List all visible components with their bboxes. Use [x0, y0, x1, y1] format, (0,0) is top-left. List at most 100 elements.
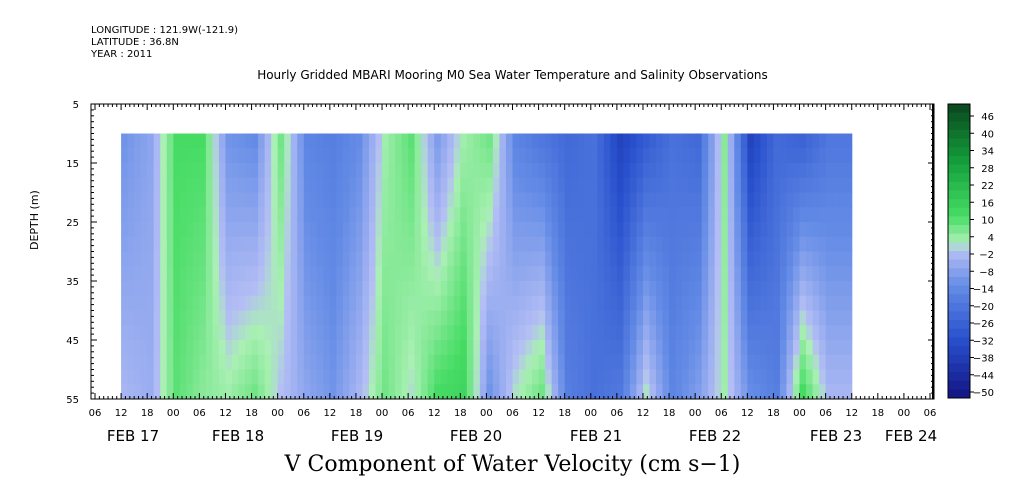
heatmap-cell: [760, 295, 768, 312]
heatmap-cell: [695, 325, 703, 341]
heatmap-cell: [166, 340, 174, 356]
heatmap-cell: [329, 148, 337, 164]
heatmap-cell: [492, 207, 501, 223]
heatmap-cell: [231, 295, 240, 312]
heatmap-cell: [558, 177, 566, 194]
heatmap-cell: [382, 384, 390, 399]
heatmap-cell: [173, 384, 181, 399]
heatmap-cell: [577, 207, 585, 223]
heatmap-cell: [303, 236, 311, 253]
heatmap-cell: [525, 325, 533, 341]
heatmap-cell: [460, 369, 468, 385]
heatmap-cell: [434, 207, 442, 223]
heatmap-cell: [499, 236, 507, 253]
heatmap-cell: [323, 163, 331, 179]
heatmap-cell: [740, 222, 748, 238]
heatmap-cell: [505, 354, 514, 371]
heatmap-cell: [290, 163, 298, 179]
heatmap-cell: [316, 384, 324, 399]
heatmap-cell: [623, 369, 631, 385]
heatmap-cell: [310, 266, 318, 282]
heatmap-cell: [186, 354, 194, 371]
heatmap-cell: [721, 236, 729, 253]
heatmap-cell: [264, 340, 272, 356]
heatmap-cell: [147, 325, 155, 341]
heatmap-cell: [421, 325, 429, 341]
heatmap-cell: [342, 251, 351, 267]
heatmap-cell: [649, 222, 657, 238]
heatmap-cell: [584, 251, 592, 267]
heatmap-cell: [727, 281, 735, 297]
heatmap-cell: [793, 163, 801, 179]
heatmap-cell: [636, 281, 644, 297]
heatmap-cell: [773, 369, 781, 385]
heatmap-cell: [434, 251, 442, 267]
heatmap-cell: [401, 251, 409, 267]
heatmap-cell: [688, 325, 696, 341]
heatmap-cell: [205, 148, 214, 164]
heatmap-cell: [408, 295, 416, 312]
heatmap-cell: [395, 354, 403, 371]
heatmap-cell: [160, 384, 168, 399]
heatmap-cell: [512, 207, 520, 223]
heatmap-cell: [532, 354, 540, 371]
heatmap-cell: [662, 354, 670, 371]
heatmap-cell: [590, 222, 598, 238]
heatmap-cell: [362, 236, 370, 253]
heatmap-cell: [505, 310, 514, 326]
heatmap-cell: [323, 295, 331, 312]
heatmap-cell: [636, 148, 644, 164]
heatmap-cell: [440, 163, 448, 179]
heatmap-cell: [819, 133, 827, 149]
heatmap-cell: [238, 177, 246, 194]
heatmap-cell: [290, 384, 298, 399]
heatmap-cell: [760, 222, 768, 238]
heatmap-cell: [590, 163, 598, 179]
heatmap-cell: [669, 163, 677, 179]
heatmap-cell: [545, 281, 553, 297]
heatmap-cell: [447, 192, 455, 208]
heatmap-cell: [231, 192, 240, 208]
heatmap-cell: [342, 133, 351, 149]
heatmap-cell: [225, 177, 233, 194]
heatmap-cell: [538, 354, 546, 371]
heatmap-cell: [134, 222, 142, 238]
heatmap-cell: [623, 266, 631, 282]
heatmap-cell: [473, 325, 481, 341]
heatmap-cell: [147, 177, 155, 194]
heatmap-cell: [466, 222, 474, 238]
heatmap-cell: [760, 325, 768, 341]
heatmap-cell: [714, 163, 722, 179]
heatmap-cell: [721, 281, 729, 297]
heatmap-cell: [636, 222, 644, 238]
heatmap-cell: [636, 369, 644, 385]
heatmap-cell: [799, 163, 807, 179]
heatmap-cell: [766, 192, 775, 208]
heatmap-cell: [753, 148, 761, 164]
heatmap-cell: [199, 207, 207, 223]
heatmap-cell: [121, 177, 129, 194]
heatmap-cell: [329, 354, 337, 371]
heatmap-cell: [682, 163, 690, 179]
heatmap-cell: [727, 148, 735, 164]
colorbar-swatch: [948, 380, 970, 390]
heatmap-cell: [153, 163, 161, 179]
heatmap-cell: [838, 236, 846, 253]
heatmap-cell: [721, 384, 729, 399]
heatmap-cell: [186, 177, 194, 194]
heatmap-cell: [297, 384, 305, 399]
heatmap-cell: [760, 251, 768, 267]
heatmap-cell: [205, 192, 214, 208]
heatmap-cell: [414, 163, 422, 179]
heatmap-cell: [675, 281, 683, 297]
heatmap-cell: [329, 281, 337, 297]
heatmap-cell: [629, 163, 638, 179]
heatmap-cell: [695, 207, 703, 223]
heatmap-cell: [806, 325, 814, 341]
heatmap-cell: [147, 295, 155, 312]
x-hour-label: 00: [689, 408, 702, 419]
heatmap-cell: [793, 236, 801, 253]
heatmap-cell: [258, 133, 266, 149]
heatmap-cell: [629, 325, 638, 341]
heatmap-cell: [845, 266, 853, 282]
